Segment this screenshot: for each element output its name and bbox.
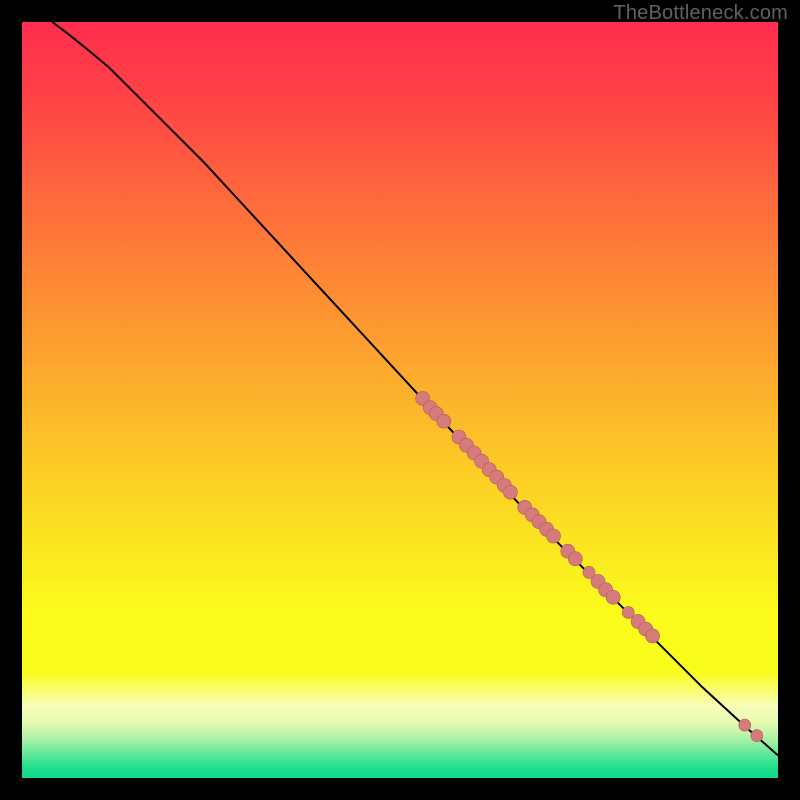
data-marker [646, 629, 660, 643]
plot-background [22, 22, 778, 778]
watermark-text: TheBottleneck.com [613, 2, 788, 25]
data-marker [622, 606, 634, 618]
chart-svg [0, 0, 800, 800]
data-marker [739, 719, 751, 731]
data-marker [606, 590, 620, 604]
data-marker [546, 529, 560, 543]
data-marker [568, 552, 582, 566]
data-marker [503, 485, 517, 499]
data-marker [751, 730, 763, 742]
data-marker [437, 414, 451, 428]
chart-container: TheBottleneck.com [0, 0, 800, 800]
